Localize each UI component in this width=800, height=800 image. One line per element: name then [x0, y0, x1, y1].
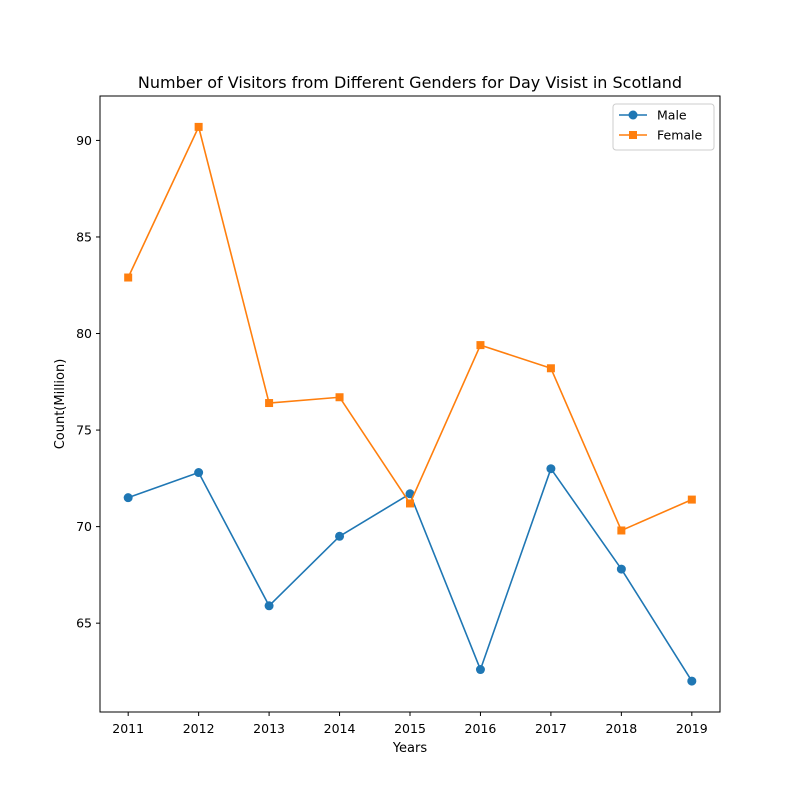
male-data-point	[405, 489, 415, 499]
y-tick-label: 75	[76, 423, 92, 438]
y-tick-label: 85	[76, 229, 92, 244]
x-tick-label: 2019	[676, 721, 708, 736]
female-data-point	[194, 122, 203, 131]
y-tick-label: 80	[76, 326, 92, 341]
x-axis: 2011 2012 2013 2014 2015 2016 2017 2018 2019	[112, 712, 708, 736]
x-tick-label: 2018	[605, 721, 637, 736]
x-tick-label: 2012	[183, 721, 215, 736]
x-tick-label: 2011	[112, 721, 144, 736]
female-data-point	[476, 341, 485, 350]
male-data-point	[475, 665, 485, 675]
x-tick-label: 2016	[465, 721, 497, 736]
chart-title: Number of Visitors from Different Gender…	[138, 73, 682, 92]
x-axis-label: Years	[392, 741, 428, 756]
x-tick-label: 2014	[324, 721, 356, 736]
male-data-point	[687, 676, 697, 686]
male-data-point	[616, 564, 626, 574]
female-data-point	[687, 495, 696, 504]
female-data-point	[335, 393, 344, 402]
y-axis: 65 70 75 80 85 90	[76, 133, 100, 631]
y-axis-label: Count(Million)	[53, 359, 68, 450]
male-data-point	[546, 464, 556, 474]
female-data-point	[617, 526, 626, 535]
y-tick-label: 65	[76, 616, 92, 631]
y-tick-label: 90	[76, 133, 92, 148]
legend-label-female: Female	[657, 128, 703, 143]
female-data-point	[546, 364, 555, 373]
legend-marker-male	[628, 110, 638, 120]
x-tick-label: 2017	[535, 721, 567, 736]
male-data-point	[123, 493, 133, 503]
male-data-point	[335, 531, 345, 541]
y-tick-label: 70	[76, 519, 92, 534]
legend-label-male: Male	[657, 108, 687, 123]
x-tick-label: 2013	[253, 721, 285, 736]
plot-area	[123, 122, 697, 686]
male-data-point	[264, 601, 274, 611]
legend: Male Female	[612, 103, 715, 151]
female-data-point	[406, 499, 414, 508]
female-data-point	[124, 273, 133, 282]
x-tick-label: 2015	[394, 721, 426, 736]
male-data-point	[194, 468, 204, 478]
female-data-point	[265, 399, 274, 408]
legend-marker-female	[629, 131, 637, 139]
